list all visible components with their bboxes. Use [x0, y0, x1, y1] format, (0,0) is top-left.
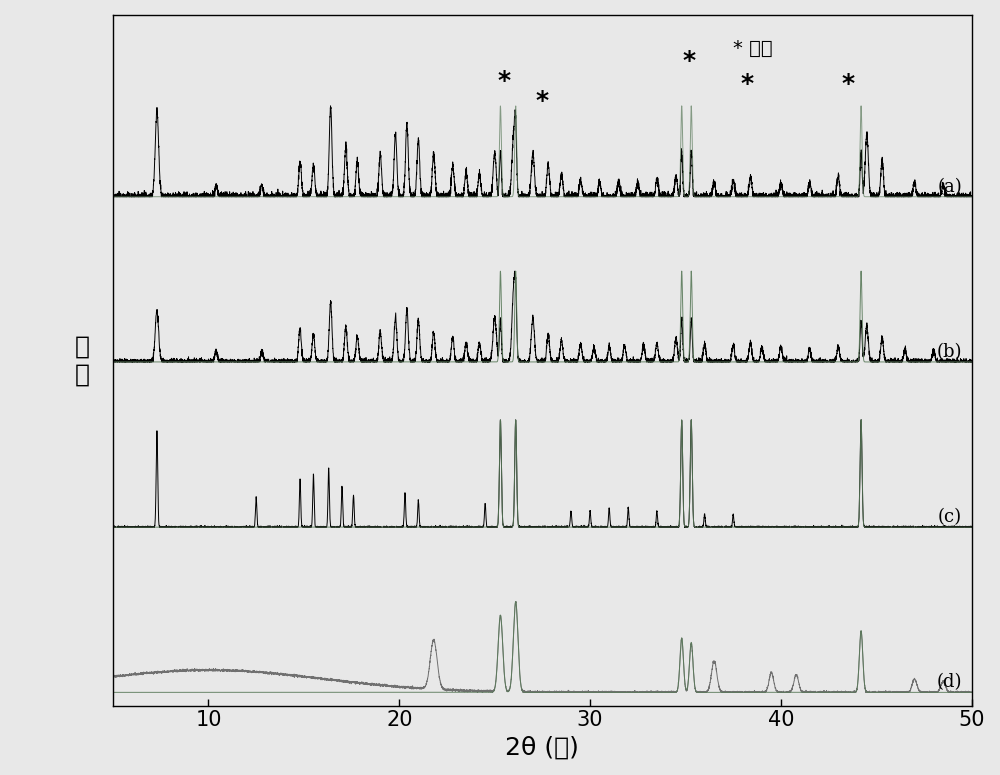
- Text: (d): (d): [937, 673, 962, 691]
- Y-axis label: 强
度: 强 度: [75, 334, 90, 386]
- Text: (a): (a): [937, 177, 962, 196]
- Text: *: *: [536, 89, 549, 113]
- Text: (c): (c): [938, 508, 962, 526]
- Text: (b): (b): [937, 343, 962, 361]
- Text: *: *: [683, 50, 696, 74]
- Text: *: *: [498, 69, 511, 93]
- Text: *: *: [740, 72, 753, 96]
- X-axis label: 2θ (度): 2θ (度): [505, 736, 579, 760]
- Text: *: *: [841, 72, 854, 96]
- Text: * 基片: * 基片: [733, 39, 773, 57]
